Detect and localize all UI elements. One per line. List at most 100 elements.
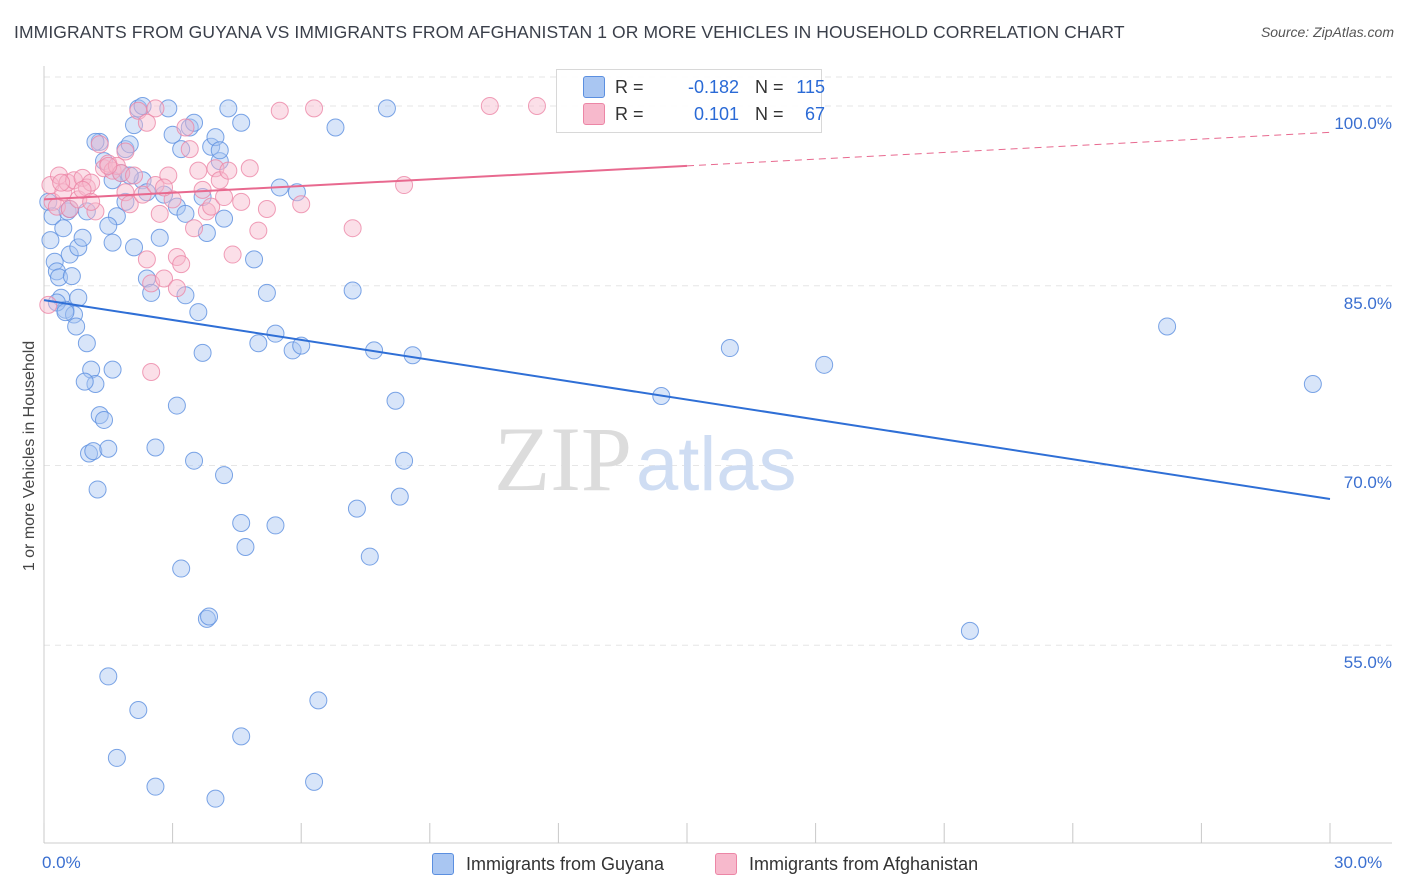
afghanistan-point (395, 176, 414, 195)
afghanistan-point (215, 188, 234, 207)
guyana-point (347, 499, 366, 518)
guyana-points (39, 96, 1322, 808)
afghanistan-point (125, 166, 144, 185)
guyana-point (232, 514, 251, 533)
legend-swatch-guyana (583, 76, 605, 98)
guyana-point (1158, 317, 1177, 336)
afghanistan-point (52, 173, 71, 192)
legend-swatch-afghanistan (583, 103, 605, 125)
afghanistan-point (159, 166, 178, 185)
guyana-point (236, 537, 255, 556)
guyana-point (75, 372, 94, 391)
guyana-point (305, 772, 324, 791)
trend-lines (43, 131, 1331, 501)
guyana-point (390, 487, 409, 506)
guyana-point (103, 233, 122, 252)
guyana-point (185, 113, 204, 132)
guyana-point (395, 451, 414, 470)
bottom-legend-afghanistan: Immigrants from Afghanistan (715, 852, 978, 876)
afghanistan-point (202, 197, 221, 216)
guyana-point (193, 343, 212, 362)
guyana-point (67, 317, 86, 336)
guyana-point (95, 410, 114, 429)
guyana-point (99, 439, 118, 458)
afghanistan-point (90, 135, 109, 154)
bottom-legend-label-afghanistan: Immigrants from Afghanistan (749, 853, 979, 874)
guyana-point (103, 360, 122, 379)
x-tick-label-max: 30.0% (1334, 853, 1383, 872)
legend-n-value-guyana: 115 (796, 76, 825, 97)
guyana-point (266, 516, 285, 535)
afghanistan-point (223, 245, 242, 264)
guyana-point (386, 391, 405, 410)
guyana-point (266, 324, 285, 343)
legend-r-label: R = (615, 76, 644, 97)
guyana-point (1303, 374, 1322, 393)
afghanistan-point (270, 101, 289, 120)
guyana-point (215, 209, 234, 228)
guyana-point (50, 268, 69, 287)
guyana-point (146, 438, 165, 457)
y-axis-label: 1 or more Vehicles in Household (21, 340, 38, 572)
legend-n-label: N = (755, 103, 784, 124)
guyana-point (215, 466, 234, 485)
afghanistan-points (39, 96, 546, 382)
source-label: Source: ZipAtlas.com (1260, 24, 1394, 40)
legend-n-value-afghanistan: 67 (804, 103, 825, 124)
guyana-point (129, 700, 148, 719)
afghanistan-point (150, 204, 169, 223)
afghanistan-point (146, 99, 165, 118)
watermark: ZIP atlas (494, 408, 797, 510)
afghanistan-point (167, 279, 186, 298)
guyana-point (159, 99, 178, 118)
legend-n-label: N = (755, 76, 784, 97)
guyana-point (232, 727, 251, 746)
guyana-point (62, 267, 81, 286)
guyana-point (86, 374, 105, 393)
guyana-point (249, 334, 268, 353)
watermark-atlas: atlas (636, 422, 797, 507)
guyana-point (172, 559, 191, 578)
afghanistan-point (249, 221, 268, 240)
guyana-point (815, 355, 834, 374)
guyana-point (245, 250, 264, 269)
chart-title: IMMIGRANTS FROM GUYANA VS IMMIGRANTS FRO… (14, 22, 1125, 42)
guyana-point (283, 341, 302, 360)
afghanistan-point (240, 159, 259, 178)
guyana-point (189, 303, 208, 322)
guyana-point (84, 442, 103, 461)
bottom-legend-label-guyana: Immigrants from Guyana (466, 853, 665, 874)
afghanistan-point (480, 96, 499, 115)
guyana-point (54, 219, 73, 238)
guyana-point (99, 667, 118, 686)
guyana-point (287, 183, 306, 202)
guyana-point (69, 238, 88, 257)
y-tick-label: 85.0% (1343, 293, 1392, 313)
afghanistan-point (219, 161, 238, 180)
guyana-point (960, 621, 979, 640)
afghanistan-point (99, 156, 118, 175)
x-tick-label-min: 0.0% (42, 853, 81, 872)
axes (43, 66, 1392, 844)
legend-r-value-afghanistan: 0.101 (693, 103, 739, 124)
legend-r-value-guyana: -0.182 (687, 76, 739, 97)
bottom-legend-swatch-guyana (432, 853, 454, 875)
afghanistan-point (185, 219, 204, 238)
afghanistan-point (176, 118, 195, 137)
afghanistan-point (292, 195, 311, 214)
afghanistan-point (257, 200, 276, 219)
afghanistan-point (137, 250, 156, 269)
afghanistan-point (155, 269, 174, 288)
guyana-point (99, 216, 118, 235)
guyana-point (73, 228, 92, 247)
y-tick-label: 55.0% (1343, 653, 1392, 673)
afghanistan-trend-line-extension (686, 131, 1331, 167)
guyana-point (720, 339, 739, 358)
guyana-point (309, 691, 328, 710)
guyana-point (232, 113, 251, 132)
guyana-point (343, 281, 362, 300)
afghanistan-point (232, 192, 251, 211)
y-tick-label: 100.0% (1334, 113, 1392, 133)
guyana-point (146, 777, 165, 796)
